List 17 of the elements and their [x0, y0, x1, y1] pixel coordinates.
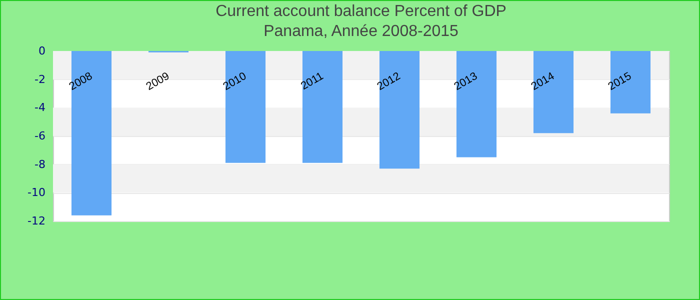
y-tick-label: -8 — [34, 158, 46, 171]
x-tick-label: 2013 — [452, 70, 480, 93]
x-tick-label: 2015 — [606, 70, 634, 93]
x-tick-label: 2008 — [67, 70, 94, 93]
y-tick-label: 0 — [38, 44, 46, 58]
x-tick-label: 2012 — [375, 70, 402, 93]
y-tick-label: -2 — [34, 72, 46, 86]
chart-subtitle: Panama, Année 2008-2015 — [264, 23, 459, 40]
y-tick-label: -12 — [28, 214, 46, 228]
y-tick-label: -4 — [34, 101, 46, 114]
y-tick-label: -10 — [28, 186, 46, 200]
x-tick-label: 2014 — [529, 70, 556, 93]
x-tick-label: 2009 — [144, 70, 172, 93]
x-tick-label: 2011 — [299, 70, 326, 93]
y-tick-label: -6 — [34, 130, 46, 142]
chart-title: Current account balance Percent of GDP — [216, 3, 506, 20]
x-tick-label: 2010 — [221, 70, 248, 93]
